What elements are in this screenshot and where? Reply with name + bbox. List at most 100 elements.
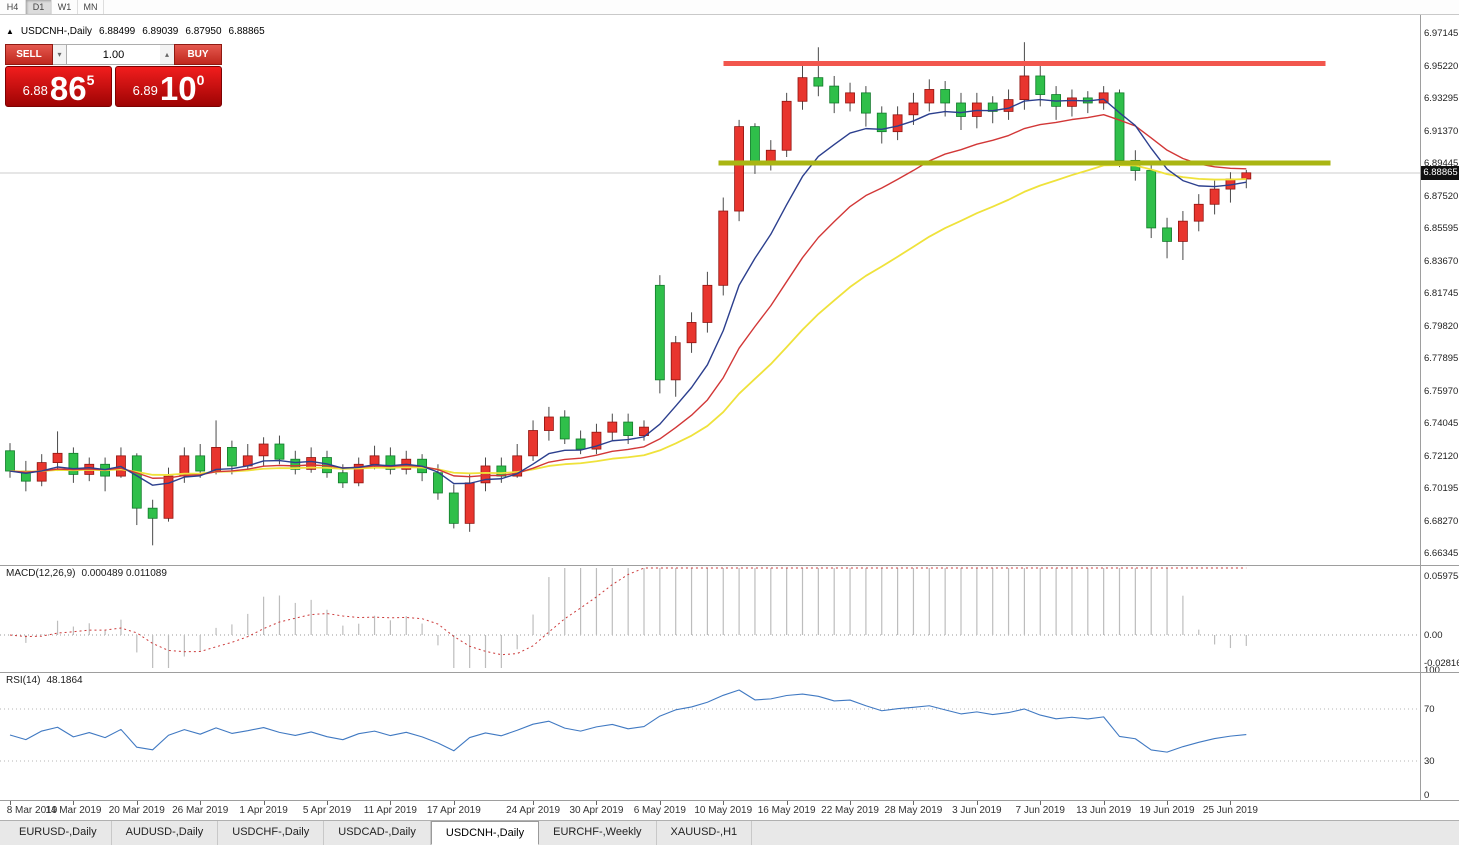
date-tick-mark — [850, 801, 852, 805]
rsi-axis-label: 100 — [1424, 665, 1440, 676]
price-axis-label: 6.81745 — [1424, 288, 1459, 299]
date-tick-mark — [200, 801, 202, 805]
rsi-axis-label: 70 — [1424, 704, 1435, 715]
date-tick-mark — [1167, 801, 1169, 805]
price-axis-label: 6.68270 — [1424, 515, 1459, 527]
date-tick-mark — [913, 801, 915, 805]
rsi-indicator-label: RSI(14) 48.1864 — [6, 675, 89, 686]
date-axis-label: 26 Mar 2019 — [172, 805, 229, 816]
date-axis-label: 22 May 2019 — [821, 805, 879, 816]
price-axis-label: 6.85595 — [1424, 223, 1459, 234]
date-tick-mark — [1103, 801, 1105, 805]
date-tick-mark — [596, 801, 598, 805]
uptick-arrow-icon: ▲ — [6, 27, 14, 36]
price-axis-label: 6.87520 — [1424, 190, 1459, 202]
price-axis-label: 6.70195 — [1424, 483, 1459, 494]
volume-dropdown-button[interactable]: ▾ — [53, 44, 67, 65]
date-axis-label: 10 May 2019 — [694, 805, 753, 816]
date-axis-label: 6 May 2019 — [633, 805, 686, 816]
date-tick-mark — [723, 801, 725, 805]
date-tick-mark — [1230, 801, 1232, 805]
rsi-name: RSI(14) — [6, 675, 41, 686]
date-axis-label: 24 Apr 2019 — [506, 805, 561, 816]
panel-separator[interactable] — [0, 672, 1459, 673]
price-axis-label: 6.91370 — [1424, 125, 1459, 137]
macd-axis-label: 0.00 — [1424, 630, 1443, 641]
symbol-info: ▲ USDCNH-,Daily 6.88499 6.89039 6.87950 … — [6, 26, 265, 37]
panel-separator[interactable] — [0, 565, 1459, 566]
chart-tab-audusd[interactable]: AUDUSD-,Daily — [112, 821, 219, 845]
date-axis-label: 7 Jun 2019 — [1015, 805, 1066, 816]
timeframe-button-h4[interactable]: H4 — [0, 0, 26, 14]
date-tick-mark — [659, 801, 661, 805]
timeframe-button-d1[interactable]: D1 — [26, 0, 52, 14]
macd-axis-label: -0.02816 — [1424, 658, 1459, 669]
date-axis-label: 28 May 2019 — [884, 805, 943, 816]
current-price-badge: 6.88865 — [1421, 165, 1459, 180]
sell-button[interactable]: SELL — [5, 44, 53, 65]
date-tick-mark — [786, 801, 788, 805]
date-axis-label: 25 Jun 2019 — [1202, 805, 1258, 816]
chart-tab-eurchf[interactable]: EURCHF-,Weekly — [539, 821, 657, 845]
price-axis-label: 6.77895 — [1424, 353, 1459, 364]
buy-price-pips: 10 — [159, 69, 197, 107]
buy-price-panel[interactable]: 6.89 10 0 — [115, 66, 222, 107]
buy-price-point: 0 — [196, 72, 205, 88]
date-axis-label: 17 Apr 2019 — [426, 805, 481, 816]
date-axis-label: 16 May 2019 — [757, 805, 816, 816]
bar-low: 6.87950 — [185, 26, 222, 37]
chart-tab-usdchf[interactable]: USDCHF-,Daily — [218, 821, 325, 845]
macd-name: MACD(12,26,9) — [6, 568, 76, 579]
price-axis-label: 6.79820 — [1424, 320, 1459, 332]
bar-open: 6.88499 — [99, 26, 136, 37]
date-axis-label: 13 Jun 2019 — [1076, 805, 1132, 816]
sell-price-panel[interactable]: 6.88 86 5 — [5, 66, 112, 107]
volume-input[interactable]: 1.00 — [67, 44, 160, 65]
one-click-trading-panel: SELL ▾ 1.00 ▴ BUY 6.88 86 5 6.89 10 0 — [5, 44, 222, 107]
timeframe-toolbar: H4 D1 W1 MN — [0, 0, 1459, 15]
chart-tab-eurusd[interactable]: EURUSD-,Daily — [5, 821, 112, 845]
date-axis[interactable]: 8 Mar 2019 14 Mar 2019 20 Mar 2019 26 Mar 2… — [0, 800, 1459, 820]
date-tick-mark — [327, 801, 328, 805]
price-axis-label: 6.74045 — [1424, 418, 1459, 429]
date-axis-label: 5 Apr 2019 — [302, 805, 352, 816]
date-tick-mark — [453, 801, 455, 805]
date-axis-label: 30 Apr 2019 — [569, 805, 624, 816]
macd-indicator-label: MACD(12,26,9) 0.000489 0.011089 — [6, 568, 173, 579]
macd-values: 0.000489 0.011089 — [81, 568, 167, 579]
price-axis-label: 6.75970 — [1424, 385, 1459, 397]
chart-tab-usdcad[interactable]: USDCAD-,Daily — [324, 821, 431, 845]
price-axis-label: 6.93295 — [1424, 93, 1459, 104]
sell-price-prefix: 6.88 — [22, 83, 48, 98]
chart-tab-usdcnh[interactable]: USDCNH-,Daily — [430, 821, 540, 845]
chart-tab-xauusd[interactable]: XAUUSD-,H1 — [657, 821, 753, 845]
buy-button[interactable]: BUY — [174, 44, 222, 65]
buy-price-prefix: 6.89 — [132, 83, 158, 98]
sell-price-pips: 86 — [49, 69, 87, 107]
date-tick-mark — [263, 801, 265, 805]
date-axis-label: 3 Jun 2019 — [952, 805, 1002, 816]
chart-tabs: EURUSD-,Daily AUDUSD-,Daily USDCHF-,Daily U… — [0, 820, 1459, 845]
date-tick-mark — [976, 801, 978, 805]
date-tick-mark — [136, 801, 138, 805]
timeframe-button-mn[interactable]: MN — [78, 0, 104, 14]
price-axis-label: 6.83670 — [1424, 255, 1459, 267]
price-axis-label: 6.89445 — [1424, 158, 1459, 169]
date-axis-label: 20 Mar 2019 — [108, 805, 165, 816]
symbol-name: USDCNH-,Daily — [20, 26, 93, 37]
bar-high: 6.89039 — [142, 26, 179, 37]
price-axis-label: 6.72120 — [1424, 450, 1459, 462]
macd-axis-label: 0.059758 — [1424, 571, 1459, 582]
price-axis[interactable]: 6.97145 6.95220 6.93295 6.91370 6.89445 6.875… — [1420, 15, 1459, 801]
price-axis-label: 6.66345 — [1424, 548, 1459, 559]
date-tick-mark — [390, 801, 392, 805]
date-axis-label: 19 Jun 2019 — [1139, 805, 1195, 816]
volume-up-button[interactable]: ▴ — [160, 44, 174, 65]
date-tick-mark — [1040, 801, 1042, 805]
date-tick-mark — [73, 801, 75, 805]
rsi-axis-label: 30 — [1424, 756, 1435, 767]
rsi-value: 48.1864 — [46, 675, 83, 686]
timeframe-button-w1[interactable]: W1 — [52, 0, 78, 14]
